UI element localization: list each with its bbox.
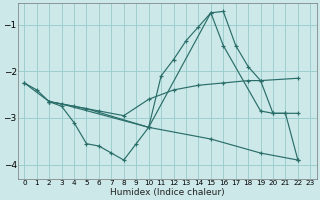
X-axis label: Humidex (Indice chaleur): Humidex (Indice chaleur) <box>110 188 225 197</box>
